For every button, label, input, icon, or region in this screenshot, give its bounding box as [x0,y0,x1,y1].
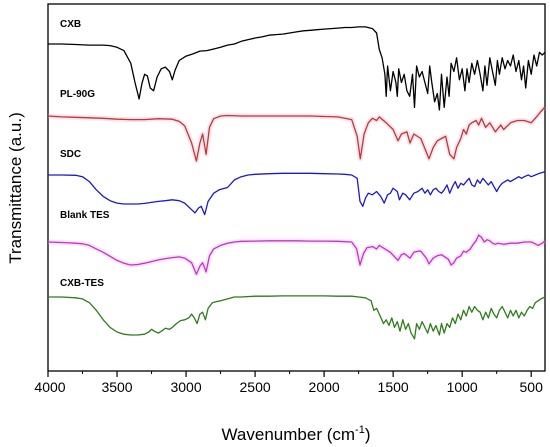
x-tick-label-3500: 3500 [101,379,132,395]
series-line-pl-90g [47,106,546,162]
x-tick-label-1500: 1500 [378,379,409,395]
x-axis-title: Wavenumber (cm-1) [222,424,371,444]
series-line-blank-tes [47,234,546,275]
series-line-cxb [48,26,546,111]
x-tick-label-500: 500 [520,379,544,395]
x-axis-title-end: ) [365,425,371,444]
series-label-blank-tes: Blank TES [60,210,110,221]
series-label-cxb: CXB [60,19,81,30]
x-axis-title-main: Wavenumber (cm [222,425,356,444]
spectra-group [47,26,547,340]
series-label-sdc: SDC [60,149,81,160]
series-line-cxb-tes [48,295,546,340]
series-label-cxb-tes: CXB-TES [60,278,104,289]
series-line-sdc [48,171,546,216]
series-label-pl-90g: PL-90G [60,89,95,100]
plot-frame [47,3,546,372]
x-axis: 4000 3500 3000 2500 2000 1500 1000 500 [34,371,543,395]
x-tick-label-4000: 4000 [34,379,65,395]
series-halo-pl-90g [47,105,547,164]
x-tick-label-2000: 2000 [309,379,340,395]
series-labels-group: CXB PL-90G SDC Blank TES CXB-TES [60,19,110,289]
y-axis-title: Transmittance (a.u.) [6,112,25,263]
x-tick-label-1000: 1000 [447,379,478,395]
x-tick-label-2500: 2500 [240,379,271,395]
x-axis-title-superscript: -1 [355,424,365,436]
x-tick-label-3000: 3000 [170,379,201,395]
